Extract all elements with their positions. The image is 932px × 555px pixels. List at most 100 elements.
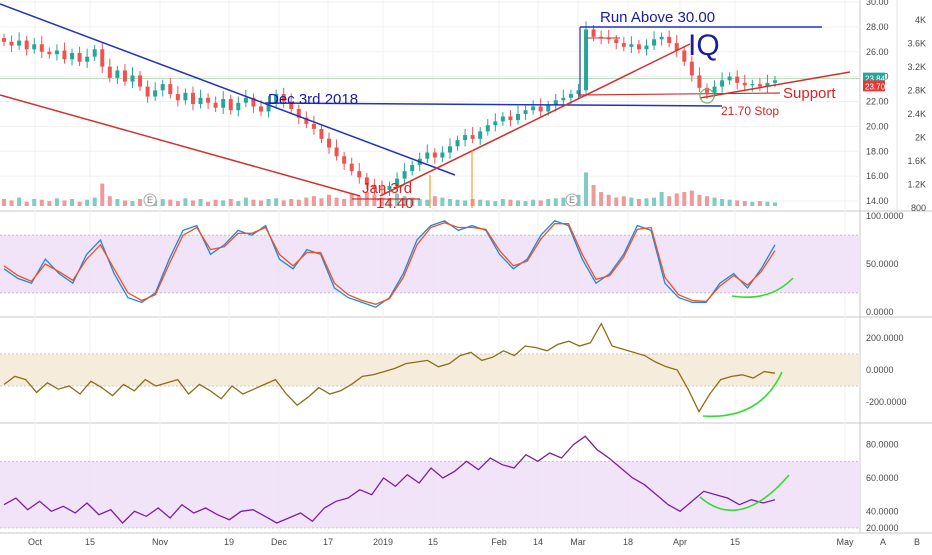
indicator-tick-label: 50.0000 xyxy=(866,259,899,269)
volume-bar xyxy=(342,199,347,206)
annotation-support: Support xyxy=(783,85,836,102)
price-tick-label: 18.00 xyxy=(866,146,889,156)
price-badge-label: 23.70 xyxy=(865,82,886,91)
support-circle xyxy=(699,88,715,104)
candle-body xyxy=(364,177,369,185)
volume-bar xyxy=(274,198,279,206)
price-badge xyxy=(863,72,885,84)
volume-bar xyxy=(175,201,180,206)
indicator-band xyxy=(0,235,860,293)
candle-body xyxy=(508,116,513,121)
x-tick-label: 19 xyxy=(224,537,234,547)
candle-body xyxy=(160,84,165,91)
volume-bar xyxy=(198,199,203,206)
volume-bar xyxy=(644,198,649,206)
volume-bar xyxy=(606,194,611,206)
candle-body xyxy=(153,90,158,97)
volume-bar xyxy=(508,199,513,206)
candle-body xyxy=(17,40,22,46)
candle-body xyxy=(357,171,362,178)
price-tick-label: 22.00 xyxy=(866,97,889,107)
candle-body xyxy=(500,116,505,122)
candle-body xyxy=(606,38,611,40)
volume-bar xyxy=(674,193,679,206)
candle-body xyxy=(674,43,679,51)
axis-button-auto: A xyxy=(880,537,886,547)
volume-bar xyxy=(54,198,59,206)
earnings-circle xyxy=(565,193,579,207)
volume-bar xyxy=(243,197,248,206)
candle-body xyxy=(523,110,528,114)
volume-bar xyxy=(584,172,589,206)
volume-bar xyxy=(115,199,120,206)
candle-body xyxy=(145,86,150,97)
volume-bar xyxy=(334,197,339,206)
volume-bar xyxy=(402,196,407,206)
volume-bar xyxy=(395,193,400,206)
volume-tick-label: 1.6K xyxy=(907,156,926,166)
candle-body xyxy=(70,53,75,60)
text-labels: Run Above 30.00 Dec 3rd 2018 Jan 3rd 14.… xyxy=(147,9,836,212)
volume-bar xyxy=(410,197,415,206)
annotation-jan3: Jan 3rd xyxy=(362,180,412,197)
indicator-band xyxy=(0,461,860,528)
candle-body xyxy=(168,84,173,95)
volume-bar xyxy=(319,198,324,206)
volume-bar xyxy=(538,200,543,206)
candle-body xyxy=(440,152,445,158)
volume-bar xyxy=(485,200,490,206)
candle-body xyxy=(682,50,687,62)
candle-body xyxy=(387,186,392,190)
volume-bar xyxy=(599,192,604,206)
candle-body xyxy=(553,100,558,106)
x-tick-label: Oct xyxy=(28,537,43,547)
price-tick-label: 28.00 xyxy=(866,22,889,32)
candle-body xyxy=(395,178,400,187)
candle-body xyxy=(32,44,37,50)
green-curve-rsi xyxy=(699,474,790,512)
volume-bar xyxy=(667,196,672,206)
volume-bar xyxy=(213,199,218,206)
x-tick-label: Nov xyxy=(152,537,169,547)
candle-body xyxy=(92,49,97,57)
volume-bar xyxy=(289,199,294,206)
indicator-bands xyxy=(0,234,860,529)
indicator-band xyxy=(0,354,860,386)
candle-body xyxy=(2,38,6,42)
candle-body xyxy=(342,156,347,164)
volume-bar xyxy=(621,196,626,206)
candle-body xyxy=(455,140,460,147)
volume-bar xyxy=(697,194,702,206)
indicator-tick-label: 0.0000 xyxy=(866,365,894,375)
candle-body xyxy=(727,76,732,81)
candle-body xyxy=(251,97,256,107)
lower-trendline xyxy=(0,94,361,197)
indicator-tick-label: 20.0000 xyxy=(866,523,899,533)
volume-bar xyxy=(463,200,468,206)
candle-body xyxy=(561,97,566,101)
volume-tick-label: 1.2K xyxy=(907,180,926,190)
candle-body xyxy=(334,147,339,157)
candle-body xyxy=(349,163,354,172)
indicator-tick-label: 60.0000 xyxy=(866,473,899,483)
candle-body xyxy=(100,49,105,67)
candle-body xyxy=(54,50,59,55)
candle-body xyxy=(485,125,490,132)
annotation-stop: 21.70 Stop xyxy=(721,104,779,118)
volume-tick-label: 3.2K xyxy=(907,62,926,72)
x-tick-label: Feb xyxy=(491,537,507,547)
volume-bar xyxy=(17,197,22,206)
candle-body xyxy=(546,105,551,112)
candle-body xyxy=(720,80,725,87)
x-tick-label: 14 xyxy=(533,537,543,547)
volume-bar xyxy=(432,196,437,206)
volume-tick-label: 3.6K xyxy=(907,39,926,49)
volume-bar xyxy=(85,199,90,206)
green-curve-osc xyxy=(702,371,783,418)
volume-tick-label: 2.4K xyxy=(907,109,926,119)
candle-body xyxy=(750,84,755,86)
candle-body xyxy=(757,84,762,87)
candle-body xyxy=(591,29,596,37)
